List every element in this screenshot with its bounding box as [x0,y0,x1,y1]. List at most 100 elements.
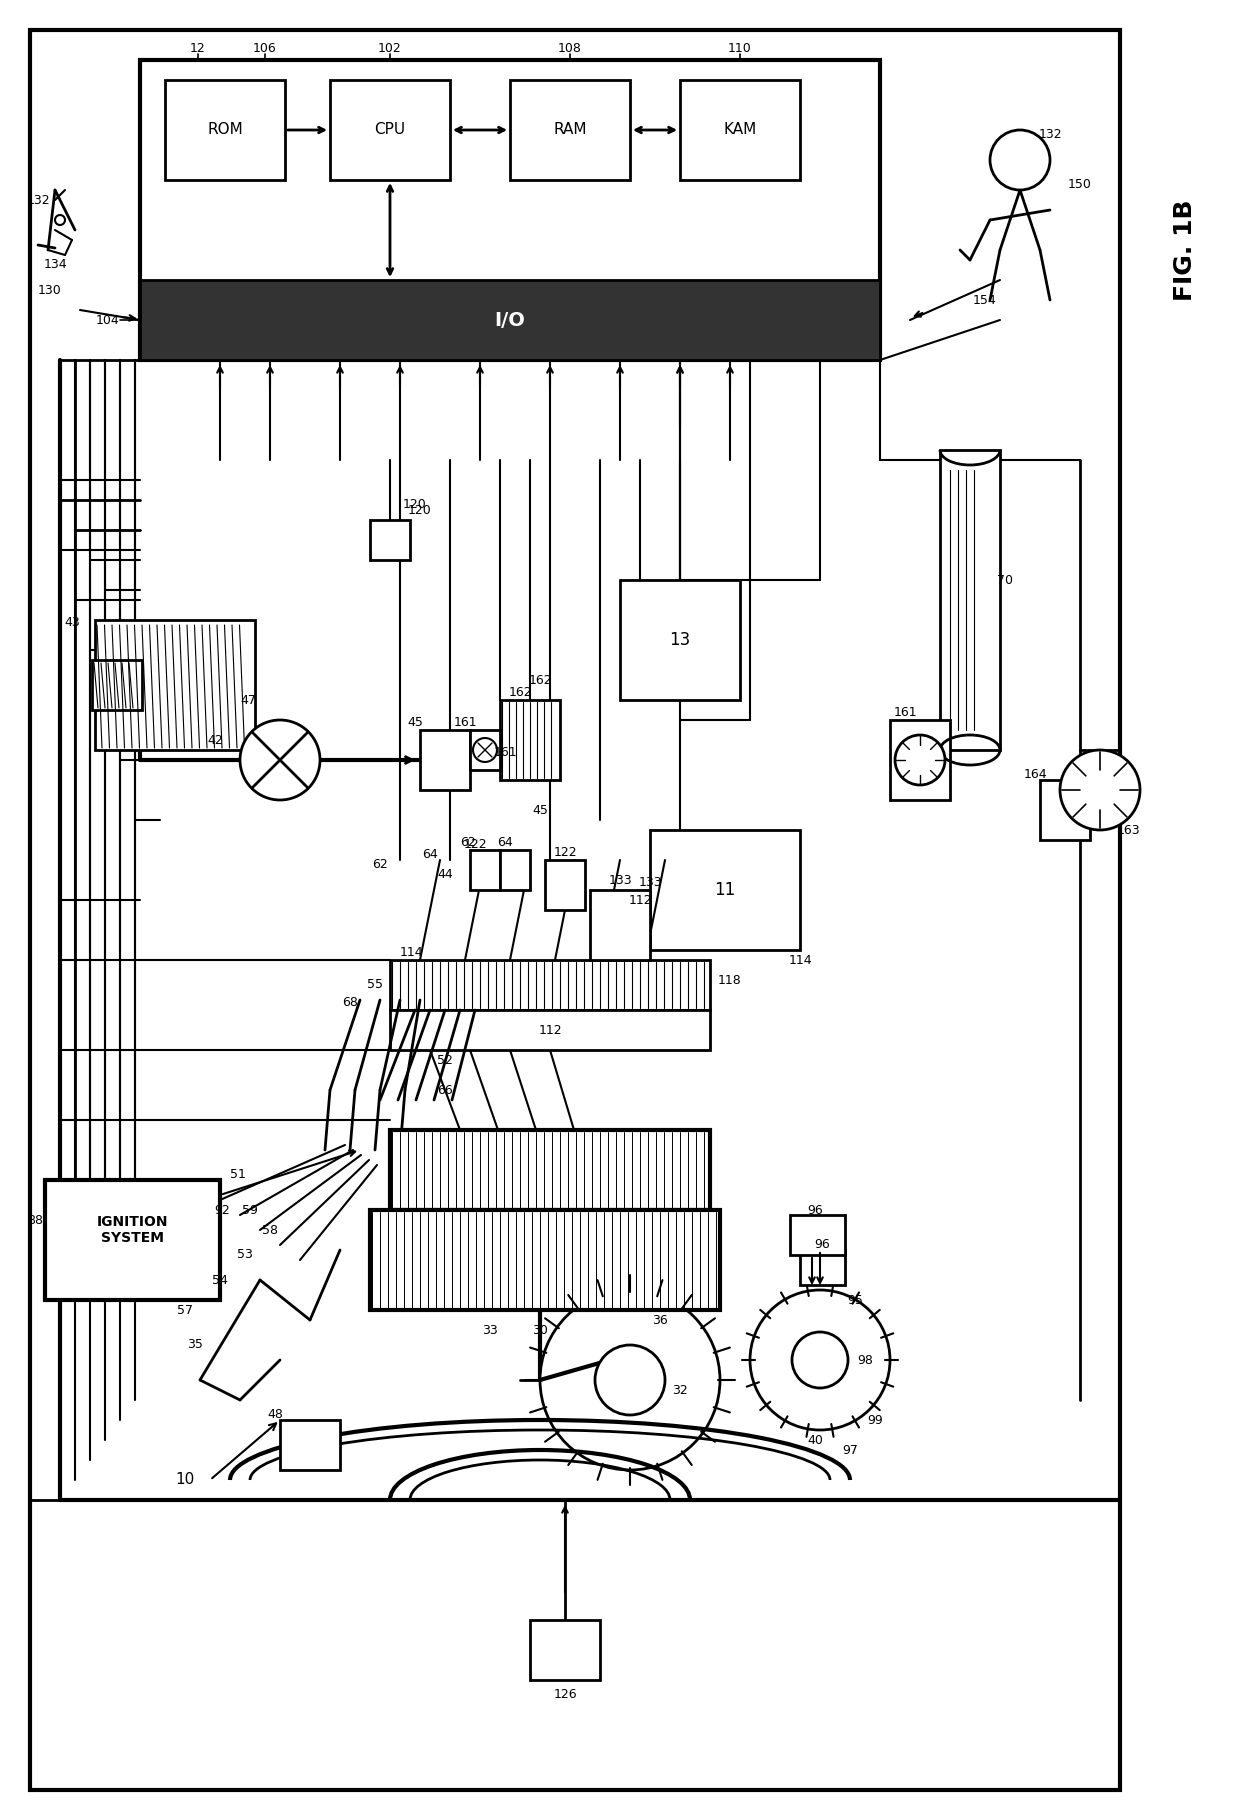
Circle shape [750,1291,890,1431]
Text: 33: 33 [482,1324,498,1336]
Bar [500,851,529,891]
Text: 62: 62 [460,836,476,849]
Bar [790,1214,844,1254]
Text: 42: 42 [207,733,223,747]
Text: 95: 95 [847,1293,863,1307]
Text: 114: 114 [401,945,424,958]
Text: 164: 164 [1023,769,1047,782]
Text: 161: 161 [893,705,916,718]
Text: 66: 66 [438,1084,453,1096]
Text: 52: 52 [436,1053,453,1067]
Circle shape [55,215,64,225]
Bar [45,1180,219,1300]
Bar [140,280,880,360]
Text: 10: 10 [175,1473,195,1487]
Text: RAM: RAM [553,122,587,138]
Text: 98: 98 [857,1353,873,1367]
Bar [510,80,630,180]
Text: 62: 62 [372,858,388,871]
Text: 133: 133 [608,873,632,887]
Text: 45: 45 [532,804,548,816]
Text: 13: 13 [670,631,691,649]
Text: 114: 114 [789,953,812,967]
Bar [529,1620,600,1680]
Text: 130: 130 [38,284,62,296]
Bar [546,860,585,911]
Text: 48: 48 [267,1409,283,1422]
Text: 64: 64 [422,849,438,862]
Text: 162: 162 [528,673,552,687]
Bar [370,520,410,560]
Text: 106: 106 [253,42,277,55]
Circle shape [539,1291,720,1471]
Text: 133: 133 [639,876,662,889]
Text: 118: 118 [718,973,742,987]
Text: 55: 55 [367,978,383,991]
Bar [391,1131,711,1211]
Text: 108: 108 [558,42,582,55]
Circle shape [895,734,945,785]
Text: 150: 150 [1068,178,1092,191]
Text: FIG. 1B: FIG. 1B [1173,200,1197,300]
Text: 51: 51 [231,1169,246,1182]
Circle shape [595,1345,665,1414]
Text: 122: 122 [464,838,487,851]
Text: 96: 96 [807,1204,823,1216]
Text: 112: 112 [629,893,652,907]
Text: 112: 112 [538,1024,562,1036]
Text: KAM: KAM [723,122,756,138]
Text: 161: 161 [494,745,517,758]
Bar [470,851,500,891]
Text: 120: 120 [403,498,427,511]
Bar [30,31,1120,1791]
Text: 43: 43 [64,616,81,629]
Bar [370,1211,720,1311]
Text: 96: 96 [815,1238,830,1251]
Bar [92,660,143,711]
Text: 58: 58 [262,1224,278,1236]
Text: 162: 162 [508,685,532,698]
Text: 92: 92 [215,1204,229,1216]
Text: 120: 120 [408,504,432,516]
Text: 36: 36 [652,1313,668,1327]
Text: 68: 68 [342,996,358,1009]
Bar [330,80,450,180]
Text: 32: 32 [672,1383,688,1396]
Text: 104: 104 [97,313,120,327]
Text: 47: 47 [241,693,255,707]
Text: 11: 11 [714,882,735,898]
Text: 134: 134 [43,258,67,271]
Circle shape [472,738,497,762]
Bar [650,831,800,951]
Bar [620,580,740,700]
Text: 64: 64 [497,836,513,849]
Text: IGNITION
SYSTEM: IGNITION SYSTEM [97,1214,167,1245]
Bar [800,1251,844,1285]
Text: 12: 12 [190,42,206,55]
Text: 54: 54 [212,1273,228,1287]
Text: 57: 57 [177,1304,193,1316]
Text: 126: 126 [553,1689,577,1702]
Bar [1040,780,1090,840]
Text: 59: 59 [242,1204,258,1216]
Text: 53: 53 [237,1249,253,1262]
Bar [940,451,999,751]
Text: 88: 88 [27,1213,43,1227]
Text: 35: 35 [187,1338,203,1351]
Text: 99: 99 [867,1414,883,1427]
Bar [391,1011,711,1051]
Circle shape [1060,751,1140,831]
Text: 154: 154 [973,293,997,307]
Bar [500,700,560,780]
Text: 132: 132 [26,193,50,207]
Text: 102: 102 [378,42,402,55]
Text: I/O: I/O [495,311,526,329]
Text: ROM: ROM [207,122,243,138]
Text: 110: 110 [728,42,751,55]
Text: 122: 122 [553,845,577,858]
Bar [280,1420,340,1471]
Text: 163: 163 [1116,824,1140,836]
Bar [680,80,800,180]
Text: CPU: CPU [374,122,405,138]
Text: 97: 97 [842,1443,858,1456]
